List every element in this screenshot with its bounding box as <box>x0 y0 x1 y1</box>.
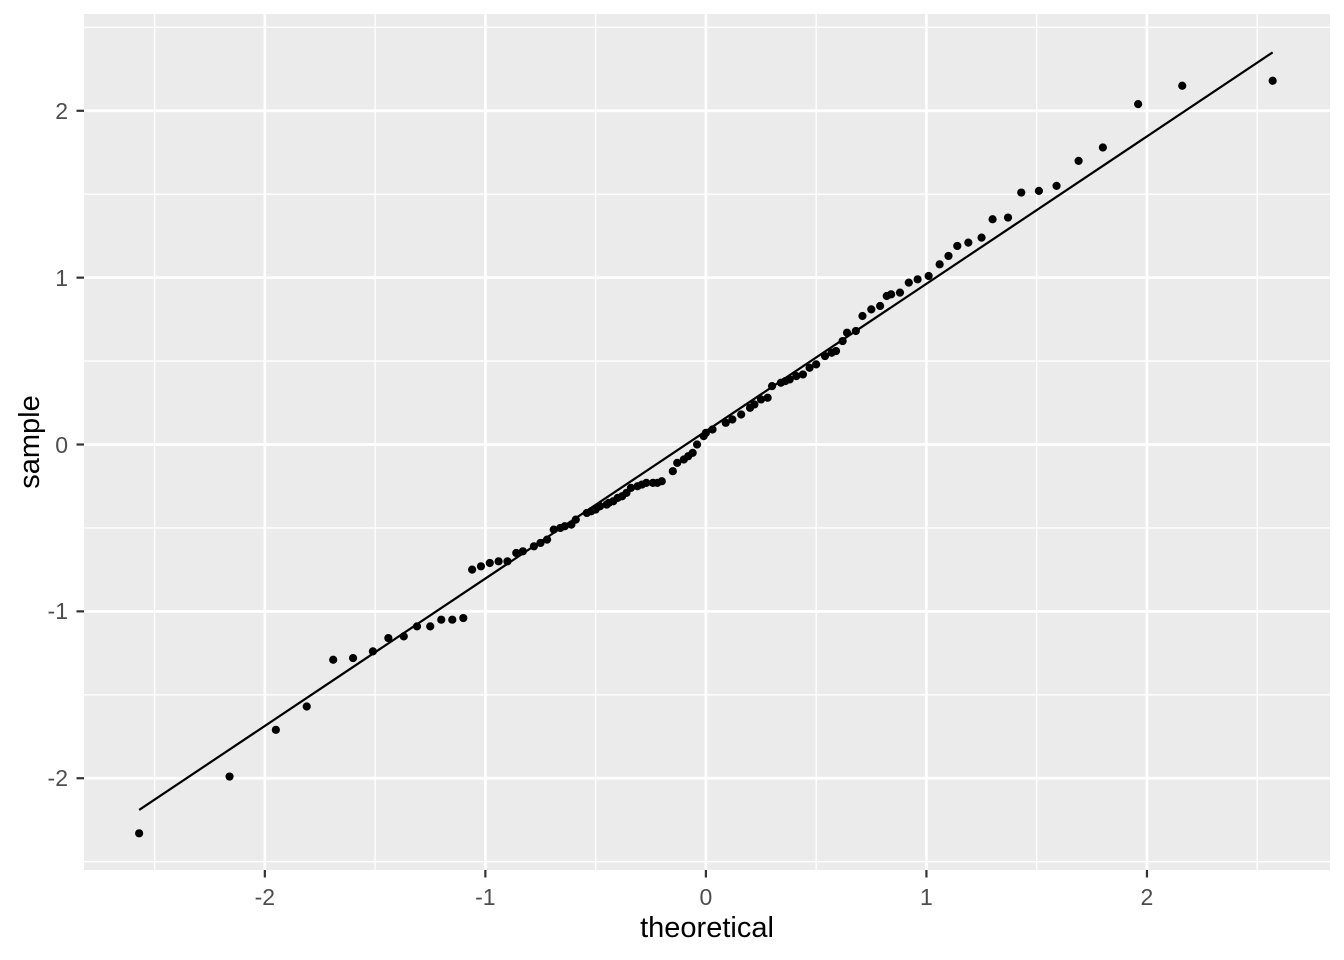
data-point <box>626 483 636 492</box>
data-point <box>977 233 986 242</box>
x-tick-label: 1 <box>920 884 933 910</box>
data-point <box>476 562 486 571</box>
data-point <box>904 278 913 287</box>
data-point <box>692 440 702 449</box>
x-tick-label: 2 <box>1140 884 1154 910</box>
data-point <box>763 393 772 402</box>
y-tick-label: 0 <box>55 431 68 458</box>
data-point <box>271 725 280 734</box>
data-point <box>867 305 876 314</box>
data-point <box>437 615 446 624</box>
data-point <box>448 615 457 624</box>
data-point <box>798 370 808 379</box>
data-point <box>642 478 651 487</box>
data-point <box>750 400 759 409</box>
data-point <box>1268 76 1277 85</box>
data-point <box>1134 100 1143 109</box>
data-point <box>135 829 144 838</box>
data-point <box>964 238 973 247</box>
y-tick-label: -1 <box>47 598 68 625</box>
data-point <box>485 558 494 568</box>
data-point <box>673 458 682 467</box>
data-point <box>1098 143 1107 152</box>
data-point <box>668 467 677 476</box>
data-point <box>988 215 997 224</box>
x-axis-title: theoretical <box>640 912 774 944</box>
data-point <box>887 290 896 299</box>
data-point <box>1074 156 1083 165</box>
data-point <box>512 548 521 558</box>
data-point <box>876 301 885 311</box>
data-point <box>913 275 922 284</box>
data-point <box>657 477 666 486</box>
data-point <box>1178 81 1187 90</box>
y-tick-label: 1 <box>55 264 68 291</box>
data-point <box>721 418 730 427</box>
data-point <box>426 622 435 631</box>
data-point <box>468 565 477 574</box>
data-point <box>1052 181 1061 190</box>
data-point <box>494 557 503 566</box>
x-tick-label: 0 <box>699 884 713 910</box>
data-point <box>1017 188 1026 197</box>
data-point <box>688 448 697 457</box>
data-point <box>831 346 841 356</box>
data-point <box>384 633 393 643</box>
data-point <box>953 241 962 251</box>
data-point <box>459 613 468 623</box>
data-point <box>1034 186 1043 195</box>
data-point <box>858 311 867 321</box>
data-point <box>348 653 358 663</box>
y-tick-label: 2 <box>55 97 68 124</box>
data-point <box>329 655 338 664</box>
data-point <box>1003 213 1013 222</box>
data-point <box>225 772 234 781</box>
data-point <box>737 410 746 419</box>
data-point <box>924 271 933 281</box>
data-point <box>895 288 905 297</box>
data-point <box>812 360 821 369</box>
data-point <box>756 395 766 404</box>
data-point <box>728 415 737 424</box>
x-tick-label: -2 <box>254 884 276 910</box>
x-tick-label: -1 <box>475 884 496 910</box>
data-point <box>805 363 814 372</box>
data-point <box>792 371 801 381</box>
y-tick-label: -2 <box>47 765 68 792</box>
data-point <box>944 251 953 261</box>
data-point <box>302 702 311 711</box>
qq-reference-line <box>138 51 1274 811</box>
data-point <box>935 260 944 269</box>
